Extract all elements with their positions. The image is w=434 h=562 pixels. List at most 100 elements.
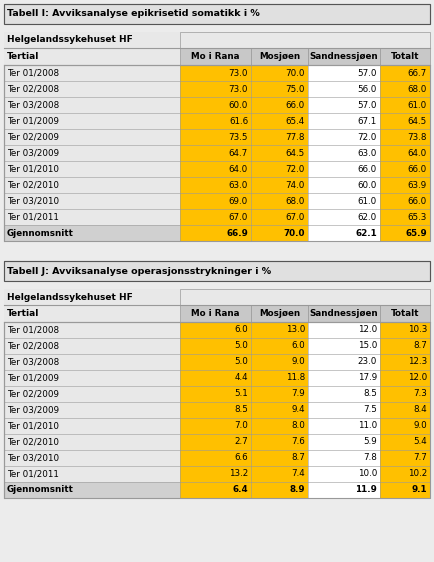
Bar: [4, 402, 180, 418]
Text: 60.0: 60.0: [229, 101, 248, 110]
Text: Ter 02/2008: Ter 02/2008: [7, 342, 59, 351]
Bar: [308, 402, 380, 418]
Text: 66.0: 66.0: [286, 101, 305, 110]
Text: Ter 02/2009: Ter 02/2009: [7, 133, 59, 142]
Bar: [251, 418, 308, 434]
Bar: [308, 225, 380, 241]
Bar: [180, 354, 251, 370]
Bar: [380, 450, 430, 466]
Text: Ter 01/2009: Ter 01/2009: [7, 116, 59, 125]
Bar: [4, 209, 180, 225]
Bar: [251, 177, 308, 193]
Bar: [4, 4, 430, 24]
Bar: [4, 48, 180, 65]
Bar: [251, 450, 308, 466]
Bar: [308, 177, 380, 193]
Bar: [180, 81, 251, 97]
Bar: [4, 129, 180, 145]
Text: 8.0: 8.0: [291, 422, 305, 430]
Bar: [4, 289, 180, 305]
Text: 9.0: 9.0: [291, 357, 305, 366]
Text: 72.0: 72.0: [358, 133, 377, 142]
Bar: [380, 434, 430, 450]
Bar: [180, 305, 251, 322]
Text: 70.0: 70.0: [286, 69, 305, 78]
Text: 66.0: 66.0: [408, 165, 427, 174]
Text: 17.9: 17.9: [358, 374, 377, 383]
Bar: [180, 193, 251, 209]
Text: 60.0: 60.0: [358, 180, 377, 189]
Text: 8.4: 8.4: [413, 406, 427, 415]
Bar: [251, 322, 308, 338]
Text: 8.5: 8.5: [234, 406, 248, 415]
Text: Helgelandssykehuset HF: Helgelandssykehuset HF: [7, 292, 133, 301]
Bar: [308, 418, 380, 434]
Bar: [251, 97, 308, 113]
Bar: [4, 305, 180, 322]
Text: 64.7: 64.7: [229, 148, 248, 157]
Text: 7.9: 7.9: [291, 389, 305, 398]
Text: 11.8: 11.8: [286, 374, 305, 383]
Text: 8.5: 8.5: [363, 389, 377, 398]
Bar: [180, 48, 251, 65]
Text: 9.1: 9.1: [411, 486, 427, 495]
Text: 4.4: 4.4: [234, 374, 248, 383]
Text: 64.5: 64.5: [286, 148, 305, 157]
Text: 8.7: 8.7: [291, 454, 305, 463]
Text: 61.0: 61.0: [358, 197, 377, 206]
Text: 9.4: 9.4: [291, 406, 305, 415]
Bar: [251, 193, 308, 209]
Bar: [251, 81, 308, 97]
Bar: [4, 24, 430, 32]
Bar: [180, 338, 251, 354]
Bar: [380, 418, 430, 434]
Bar: [4, 418, 180, 434]
Bar: [4, 193, 180, 209]
Bar: [251, 48, 308, 65]
Bar: [308, 322, 380, 338]
Bar: [251, 466, 308, 482]
Text: 5.0: 5.0: [234, 357, 248, 366]
Text: 13.0: 13.0: [286, 325, 305, 334]
Bar: [4, 386, 180, 402]
Bar: [4, 354, 180, 370]
Text: Sandnessjøen: Sandnessjøen: [310, 309, 378, 318]
Text: Ter 02/2008: Ter 02/2008: [7, 84, 59, 93]
Text: 57.0: 57.0: [358, 69, 377, 78]
Bar: [180, 466, 251, 482]
Text: 64.0: 64.0: [229, 165, 248, 174]
Bar: [4, 322, 430, 498]
Bar: [380, 209, 430, 225]
Text: 13.2: 13.2: [229, 469, 248, 478]
Text: 23.0: 23.0: [358, 357, 377, 366]
Bar: [308, 193, 380, 209]
Bar: [180, 129, 251, 145]
Bar: [308, 161, 380, 177]
Text: 73.0: 73.0: [228, 84, 248, 93]
Bar: [251, 370, 308, 386]
Text: 9.0: 9.0: [413, 422, 427, 430]
Bar: [380, 48, 430, 65]
Text: 6.4: 6.4: [232, 486, 248, 495]
Bar: [308, 97, 380, 113]
Bar: [180, 450, 251, 466]
Text: 12.0: 12.0: [358, 325, 377, 334]
Text: 7.3: 7.3: [413, 389, 427, 398]
Text: 65.9: 65.9: [405, 229, 427, 238]
Text: Mosjøen: Mosjøen: [259, 309, 300, 318]
Bar: [180, 145, 251, 161]
Text: Tertial: Tertial: [7, 309, 39, 318]
Text: 70.0: 70.0: [283, 229, 305, 238]
Bar: [180, 177, 251, 193]
Bar: [4, 113, 180, 129]
Text: 66.0: 66.0: [358, 165, 377, 174]
Bar: [180, 386, 251, 402]
Bar: [251, 145, 308, 161]
Bar: [380, 225, 430, 241]
Text: Ter 01/2008: Ter 01/2008: [7, 325, 59, 334]
Bar: [308, 354, 380, 370]
Bar: [380, 65, 430, 81]
Text: 8.9: 8.9: [289, 486, 305, 495]
Text: 69.0: 69.0: [229, 197, 248, 206]
Text: 6.6: 6.6: [234, 454, 248, 463]
